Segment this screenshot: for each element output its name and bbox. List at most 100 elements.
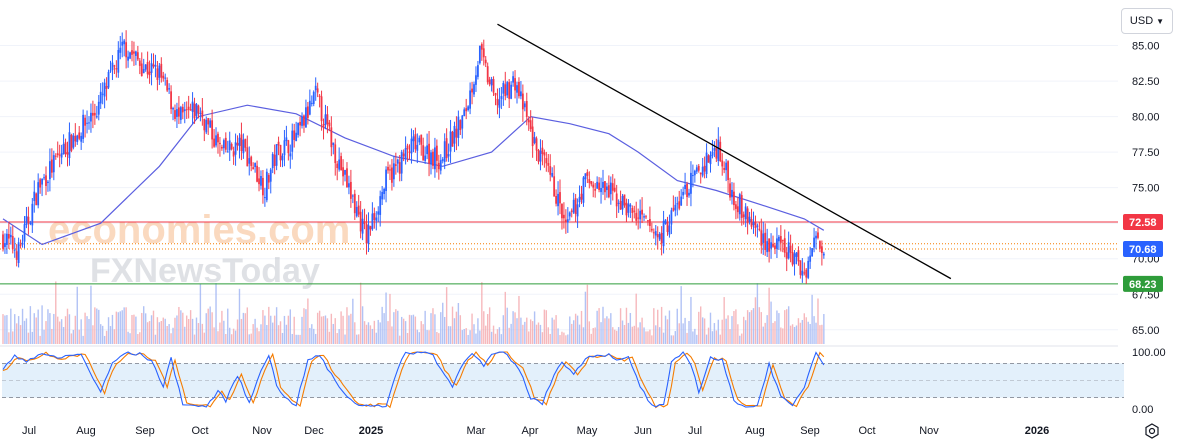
volume-bar: [418, 332, 420, 344]
candle-body: [748, 216, 751, 222]
volume-bar: [256, 327, 258, 344]
volume-bar: [277, 325, 280, 344]
candle-body: [400, 151, 403, 174]
candle-body: [604, 181, 606, 193]
volume-bar: [160, 321, 163, 344]
candle-body: [177, 107, 180, 117]
candle-body: [287, 140, 290, 154]
candle-body: [666, 221, 669, 232]
volume-bar: [367, 322, 370, 344]
trendline[interactable]: [497, 23, 952, 280]
candle-body: [90, 112, 92, 122]
candle-body: [455, 128, 458, 138]
volume-bar: [311, 324, 313, 344]
volume-bar: [774, 321, 776, 344]
candle-body: [166, 80, 169, 91]
volume-bar: [154, 334, 157, 344]
candle-body: [123, 40, 126, 45]
candle-body: [332, 142, 335, 145]
volume-bar: [41, 305, 43, 344]
candle-body: [365, 223, 368, 244]
candle-body: [238, 137, 241, 147]
candle-body: [158, 65, 161, 78]
currency-button[interactable]: USD ▼: [1121, 8, 1173, 34]
volume-bar: [98, 309, 100, 344]
candle-body: [4, 243, 6, 247]
candle-body: [109, 70, 112, 72]
current-price-badge-bg: [1123, 241, 1163, 258]
candle-body: [402, 153, 405, 157]
candle-body: [330, 127, 333, 148]
volume-bar: [512, 311, 514, 344]
candle-body: [779, 236, 782, 243]
volume-bar: [162, 317, 164, 344]
candle-body: [389, 169, 391, 171]
candle-body: [86, 122, 88, 124]
time-axis[interactable]: Jul Aug Sep Oct Nov Dec 2025 Mar Apr May Jun Jul Aug…: [22, 425, 1049, 437]
volume-bar: [803, 313, 805, 344]
gear-icon[interactable]: [1144, 423, 1160, 439]
volume-bar: [614, 329, 616, 344]
volume-bar: [316, 312, 319, 344]
volume-bar: [760, 312, 763, 344]
y-tick-80.00: 80.00: [1132, 112, 1160, 124]
candle-body: [342, 167, 344, 177]
volume-bar: [315, 333, 317, 344]
volume-bar: [197, 323, 200, 344]
candle-body: [688, 192, 690, 196]
volume-bar: [281, 332, 284, 344]
candle-body: [131, 50, 133, 55]
candle-body: [817, 232, 819, 238]
candle-body: [301, 116, 303, 126]
volume-bar: [461, 330, 463, 344]
volume-bar: [748, 312, 751, 344]
candle-body: [578, 196, 581, 203]
volume-bar: [467, 334, 469, 344]
volume-bar: [258, 331, 260, 344]
volume-bar: [629, 312, 632, 344]
stoch-tick-0.00: 0.00: [1132, 404, 1153, 416]
volume-bar: [248, 334, 250, 344]
volume-bar: [733, 311, 735, 344]
volume-bar: [651, 335, 653, 344]
volume-bar: [639, 322, 641, 344]
volume-bar: [578, 324, 581, 344]
volume-bar: [557, 328, 559, 344]
volume-bar: [485, 325, 487, 344]
volume-bar: [416, 329, 419, 344]
volume-bar: [51, 328, 53, 344]
candle-body: [537, 149, 540, 162]
x-tick-Nov-15: Nov: [919, 425, 939, 437]
volume-bar: [819, 325, 821, 344]
volume-bar: [103, 335, 106, 344]
candle-body: [279, 144, 282, 161]
candle-body: [56, 153, 59, 156]
candle-body: [793, 253, 796, 265]
candle-body: [676, 203, 679, 205]
candle-body: [168, 88, 171, 90]
volume-bar: [395, 309, 397, 344]
candle-body: [232, 151, 235, 157]
x-tick-Oct-3: Oct: [191, 425, 208, 437]
volume-bar: [84, 312, 86, 344]
volume-bar: [330, 313, 333, 344]
volume-bar: [381, 306, 383, 344]
volume-bar: [19, 325, 22, 344]
candle-body: [820, 246, 823, 254]
volume-bar: [72, 329, 75, 344]
volume-bar: [686, 332, 688, 344]
candle-body: [258, 178, 260, 185]
candle-body: [428, 143, 430, 164]
candle-body: [269, 169, 272, 182]
candle-body: [756, 225, 759, 227]
volume-bar: [170, 333, 172, 344]
volume-bar: [567, 334, 569, 344]
level-badge-68.23: 68.23: [1129, 279, 1157, 291]
volume-bar: [443, 316, 446, 344]
volume-bar: [47, 309, 49, 344]
candle-body: [299, 121, 301, 126]
candle-body: [551, 173, 554, 177]
volume-bar: [209, 306, 211, 344]
volume-bar: [17, 316, 20, 344]
